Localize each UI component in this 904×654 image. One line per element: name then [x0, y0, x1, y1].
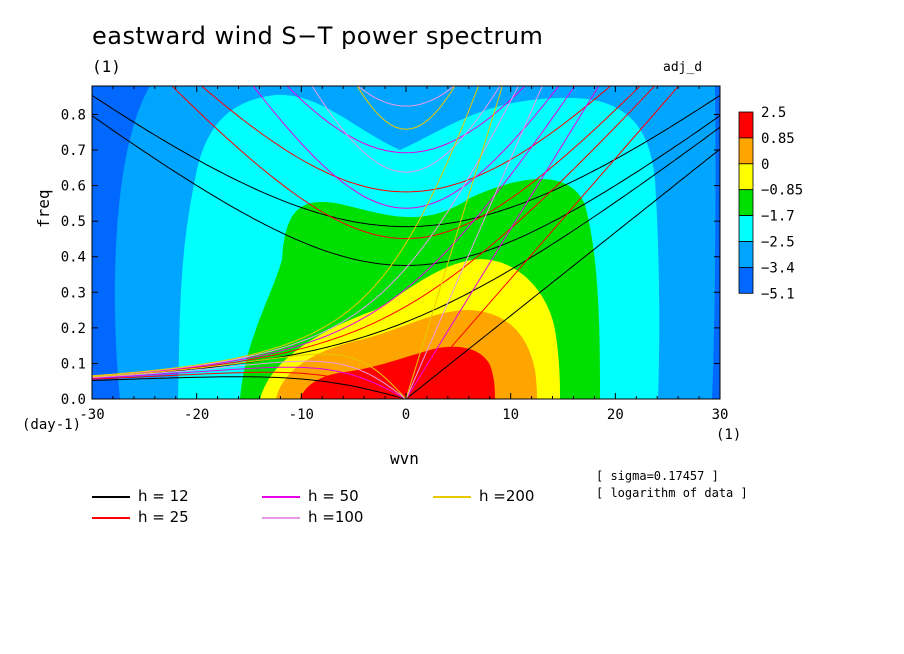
x-axis-label: wvn	[390, 449, 419, 468]
sigma-note: [ sigma=0.17457 ]	[596, 469, 719, 483]
colorbar-swatch	[738, 215, 754, 242]
curve-mrg-50	[92, 86, 576, 377]
colorbar-label: −5.1	[761, 286, 795, 302]
curve-ig2-25	[200, 86, 612, 193]
curve-mrg-200	[92, 86, 480, 377]
legend-label: h =100	[308, 508, 364, 526]
y-tick-label: 0.7	[61, 143, 86, 159]
curve-mrg-12	[92, 126, 720, 378]
legend-swatch	[92, 496, 130, 498]
legend-swatch	[433, 496, 471, 498]
x-axis-ticks: -30 -20 -10 0 10 20 30	[79, 86, 728, 423]
x-tick-label: -20	[184, 407, 209, 423]
curve-ig1-200	[356, 86, 456, 130]
colorbar-swatch	[738, 111, 754, 139]
x-tick-label: 0	[402, 407, 410, 423]
colorbar-swatch	[738, 137, 754, 165]
x-tick-label: -30	[79, 407, 104, 423]
y-axis-unit: (day-1)	[22, 417, 82, 433]
contour-fills	[92, 86, 720, 399]
curve-rossby-200	[92, 353, 407, 399]
legend-label: h = 12	[138, 487, 189, 505]
curve-rossby-100	[92, 360, 407, 399]
curve-ig2-50	[286, 86, 526, 154]
curve-mrg-100	[92, 86, 519, 377]
logarithm-note: [ logarithm of data ]	[596, 486, 748, 500]
colorbar-swatch	[738, 241, 754, 268]
colorbar: 2.5 0.85 0 −0.85 −1.7 −2.5 −3.4 −5.1	[738, 105, 803, 302]
colorbar-label: 0.85	[761, 131, 795, 147]
y-tick-label: 0.5	[61, 214, 86, 230]
unit-label-top: (1)	[92, 57, 121, 76]
y-axis-label: freq	[34, 189, 53, 228]
y-tick-label: 0.0	[61, 392, 86, 408]
legend-swatch	[92, 517, 130, 519]
curve-kelvin-100	[405, 86, 543, 399]
y-tick-label: 0.3	[61, 285, 86, 301]
colorbar-swatch	[738, 189, 754, 216]
curve-ig2-100	[357, 86, 455, 107]
colorbar-label: 2.5	[761, 105, 786, 121]
chart-title: eastward wind S−T power spectrum	[92, 22, 544, 50]
curve-ig1-25	[171, 86, 641, 240]
colorbar-label: 0	[761, 157, 769, 173]
legend-swatch	[262, 517, 300, 519]
colorbar-label: −2.5	[761, 235, 795, 251]
legend-label: h =200	[479, 487, 535, 505]
curve-kelvin-25	[405, 86, 680, 399]
legend-label: h = 25	[138, 508, 189, 526]
colorbar-label: −3.4	[761, 260, 795, 276]
curve-kelvin-50	[405, 86, 600, 399]
legend-swatch	[262, 496, 300, 498]
curve-ig1-100	[311, 86, 501, 173]
y-axis-ticks: 0.0 0.1 0.2 0.3 0.4 0.5 0.6 0.7 0.8	[61, 107, 720, 408]
curve-kelvin-200	[405, 86, 503, 399]
contour-band-gt-0.85	[300, 346, 495, 399]
curve-rossby-50	[92, 366, 407, 399]
curve-ig1-12	[92, 115, 720, 267]
colorbar-label: −1.7	[761, 209, 795, 225]
curve-rossby-12	[92, 376, 407, 399]
dataset-label: adj_d	[663, 60, 703, 75]
x-tick-label: 30	[712, 407, 729, 423]
x-tick-label: 10	[502, 407, 519, 423]
x-tick-label: -10	[289, 407, 314, 423]
dispersion-curves	[92, 86, 720, 399]
y-tick-label: 0.1	[61, 356, 86, 372]
colorbar-label: −0.85	[761, 183, 803, 199]
curve-ig1-50	[252, 86, 560, 209]
x-axis-unit: (1)	[716, 427, 742, 443]
curve-rossby-25	[92, 371, 407, 399]
y-tick-label: 0.6	[61, 179, 86, 195]
colorbar-swatch	[738, 163, 754, 191]
y-tick-label: 0.8	[61, 107, 86, 123]
colorbar-swatch	[738, 266, 754, 294]
legend-label: h = 50	[308, 487, 359, 505]
y-tick-label: 0.2	[61, 321, 86, 337]
y-tick-label: 0.4	[61, 250, 86, 266]
x-tick-label: 20	[607, 407, 624, 423]
curve-kelvin-12	[405, 148, 720, 399]
curve-mrg-25	[92, 86, 656, 378]
